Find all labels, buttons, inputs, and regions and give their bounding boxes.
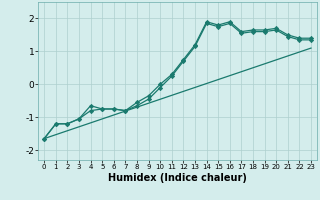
X-axis label: Humidex (Indice chaleur): Humidex (Indice chaleur) xyxy=(108,173,247,183)
